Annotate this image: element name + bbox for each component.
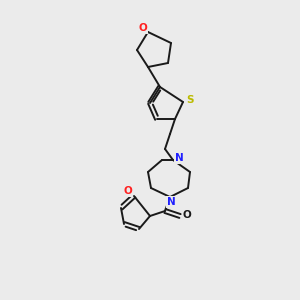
Text: N: N [167,197,176,207]
Text: N: N [175,153,183,163]
Text: O: O [124,186,132,196]
Text: O: O [183,210,191,220]
Text: S: S [186,95,194,105]
Text: O: O [139,23,147,33]
